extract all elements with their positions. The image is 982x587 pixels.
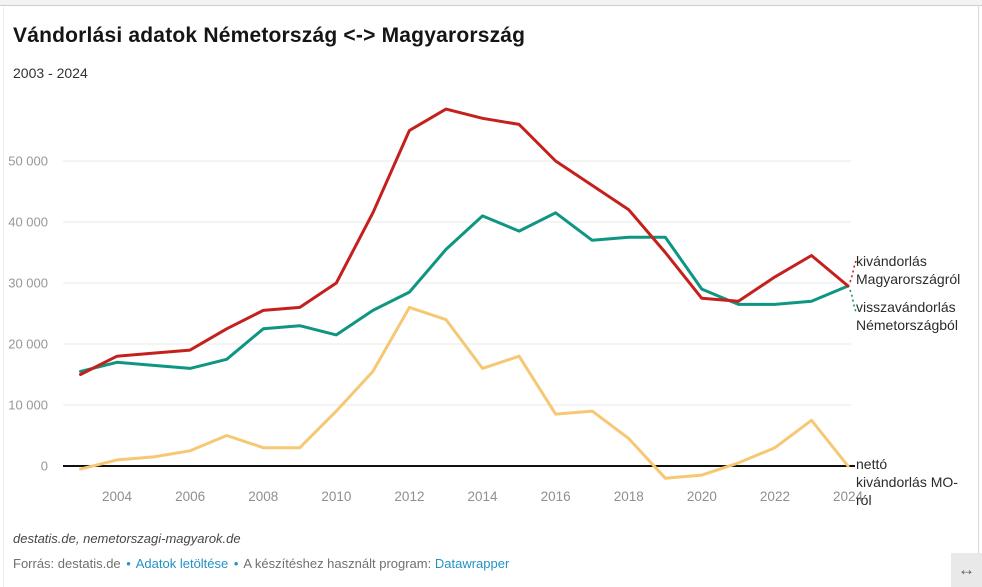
separator-dot: • [126,556,131,571]
connector-visszavandorlas [849,289,857,313]
footer-byline: destatis.de, nemetorszagi-magyarok.de [13,531,241,546]
y-tick-label: 20 000 [8,337,48,352]
line-visszavandorlas [79,211,850,373]
x-tick-label: 2006 [175,489,205,504]
connector-kivandorlas [849,260,857,283]
program-text: A készítéshez használt program: [243,556,432,571]
datawrapper-link[interactable]: Datawrapper [434,556,510,571]
x-tick-label: 2018 [614,489,644,504]
series-label-netto: nettó kivándorlás MO- ról [856,456,958,509]
page-title: Vándorlási adatok Németország <-> Magyar… [13,24,526,47]
separator-dot: • [233,556,239,571]
x-tick-label: 2012 [394,489,424,504]
page-top-strip [0,0,982,6]
x-tick-label: 2020 [687,489,717,504]
resize-handle-button[interactable]: ↔ [951,553,982,587]
x-tick-label: 2022 [760,489,790,504]
x-tick-label: 2016 [541,489,571,504]
card-right-border [978,5,979,587]
y-tick-label: 30 000 [8,276,48,291]
x-tick-label: 2014 [468,489,499,504]
x-tick-label: 2010 [321,489,351,504]
y-tick-label: 10 000 [8,398,48,413]
page-subtitle: 2003 - 2024 [13,65,88,81]
series-label-kivandorlas: kivándorlás Magyarországról [856,253,961,288]
horizontal-resize-icon: ↔ [958,560,975,579]
y-tick-label: 40 000 [8,215,48,230]
card-left-border [3,7,4,587]
line-kivandorlas [79,107,850,376]
download-data-link[interactable]: Adatok letöltése [135,556,229,571]
x-tick-label: 2008 [248,489,278,504]
line-netto [79,305,850,480]
y-tick-label: 0 [41,459,48,474]
series-label-visszavandorlas: visszavándorlás Németországból [856,299,958,334]
x-tick-label: 2004 [102,489,133,504]
footer-source-line: Forrás: destatis.de • Adatok letöltése •… [13,556,509,571]
y-tick-label: 50 000 [8,154,48,169]
source-text: Forrás: destatis.de [13,556,121,571]
x-tick-label: 2024 [833,489,864,504]
